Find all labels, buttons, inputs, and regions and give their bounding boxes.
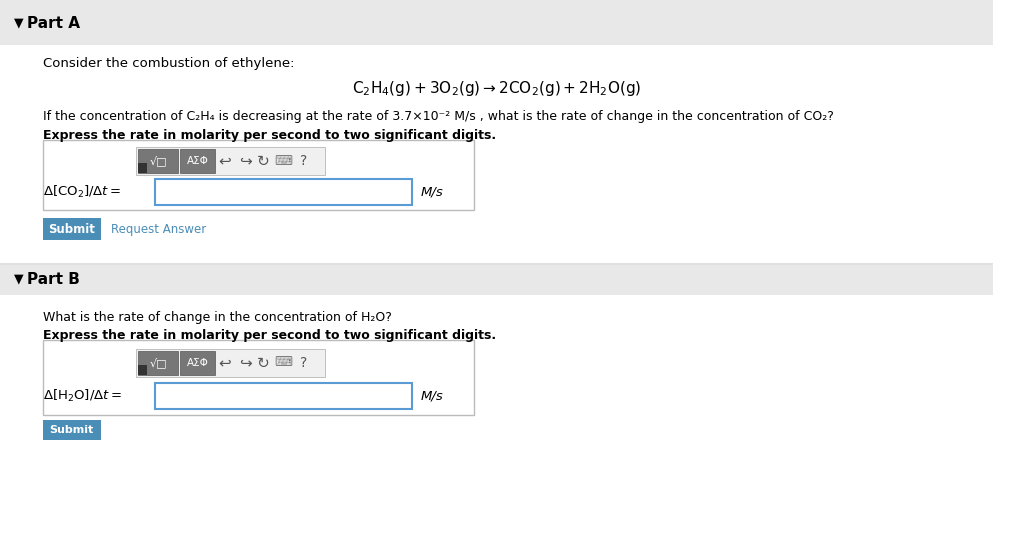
Text: $\Delta[\mathrm{H_2O}]/\Delta t =$: $\Delta[\mathrm{H_2O}]/\Delta t =$ — [43, 388, 122, 404]
Bar — [0, 263, 992, 265]
Text: $\mathrm{C_2H_4(g) + 3O_2(g) \rightarrow 2CO_2(g) + 2H_2O(g)}$: $\mathrm{C_2H_4(g) + 3O_2(g) \rightarrow… — [351, 79, 641, 97]
Text: ↩: ↩ — [218, 154, 231, 169]
Text: $\Delta[\mathrm{CO_2}]/\Delta t =$: $\Delta[\mathrm{CO_2}]/\Delta t =$ — [43, 184, 121, 200]
Text: ?: ? — [300, 154, 307, 168]
Text: ⌨: ⌨ — [274, 155, 292, 167]
Bar — [43, 140, 474, 210]
Bar — [0, 263, 992, 295]
Text: ↪: ↪ — [239, 355, 252, 371]
Text: ↩: ↩ — [218, 355, 231, 371]
Text: M/s: M/s — [421, 389, 443, 402]
Text: Express the rate in molarity per second to two significant digits.: Express the rate in molarity per second … — [43, 128, 496, 141]
Bar — [180, 149, 215, 173]
Text: ΑΣΦ: ΑΣΦ — [186, 156, 209, 166]
Text: √□: √□ — [150, 357, 167, 369]
Text: Consider the combustion of ethylene:: Consider the combustion of ethylene: — [43, 57, 294, 70]
Bar — [0, 0, 992, 45]
Text: Submit: Submit — [49, 425, 94, 435]
Text: ↪: ↪ — [239, 154, 252, 169]
Bar — [136, 349, 325, 377]
Bar — [137, 365, 147, 375]
Bar — [43, 218, 100, 240]
Text: ↻: ↻ — [257, 355, 270, 371]
Bar — [155, 383, 412, 409]
Text: If the concentration of C₂H₄ is decreasing at the rate of 3.7×10⁻² M/s , what is: If the concentration of C₂H₄ is decreasi… — [43, 110, 834, 123]
Bar — [180, 351, 215, 375]
Text: ↻: ↻ — [257, 154, 270, 169]
Bar — [43, 420, 100, 440]
Text: M/s: M/s — [421, 186, 443, 198]
Text: ?: ? — [300, 356, 307, 370]
Text: ⌨: ⌨ — [274, 356, 292, 370]
Text: Submit: Submit — [48, 223, 95, 235]
Text: Part B: Part B — [28, 271, 80, 287]
Bar — [137, 163, 147, 173]
Text: ▼: ▼ — [13, 272, 24, 286]
Bar — [137, 149, 178, 173]
Text: Part A: Part A — [28, 16, 80, 30]
Bar — [136, 147, 325, 175]
Text: ▼: ▼ — [13, 17, 24, 29]
Bar — [155, 179, 412, 205]
Bar — [137, 351, 178, 375]
Text: √□: √□ — [150, 156, 167, 166]
Text: Request Answer: Request Answer — [112, 223, 207, 235]
Text: ΑΣΦ: ΑΣΦ — [186, 358, 209, 368]
Text: Express the rate in molarity per second to two significant digits.: Express the rate in molarity per second … — [43, 328, 496, 341]
Text: What is the rate of change in the concentration of H₂O?: What is the rate of change in the concen… — [43, 310, 391, 324]
Bar — [43, 340, 474, 415]
